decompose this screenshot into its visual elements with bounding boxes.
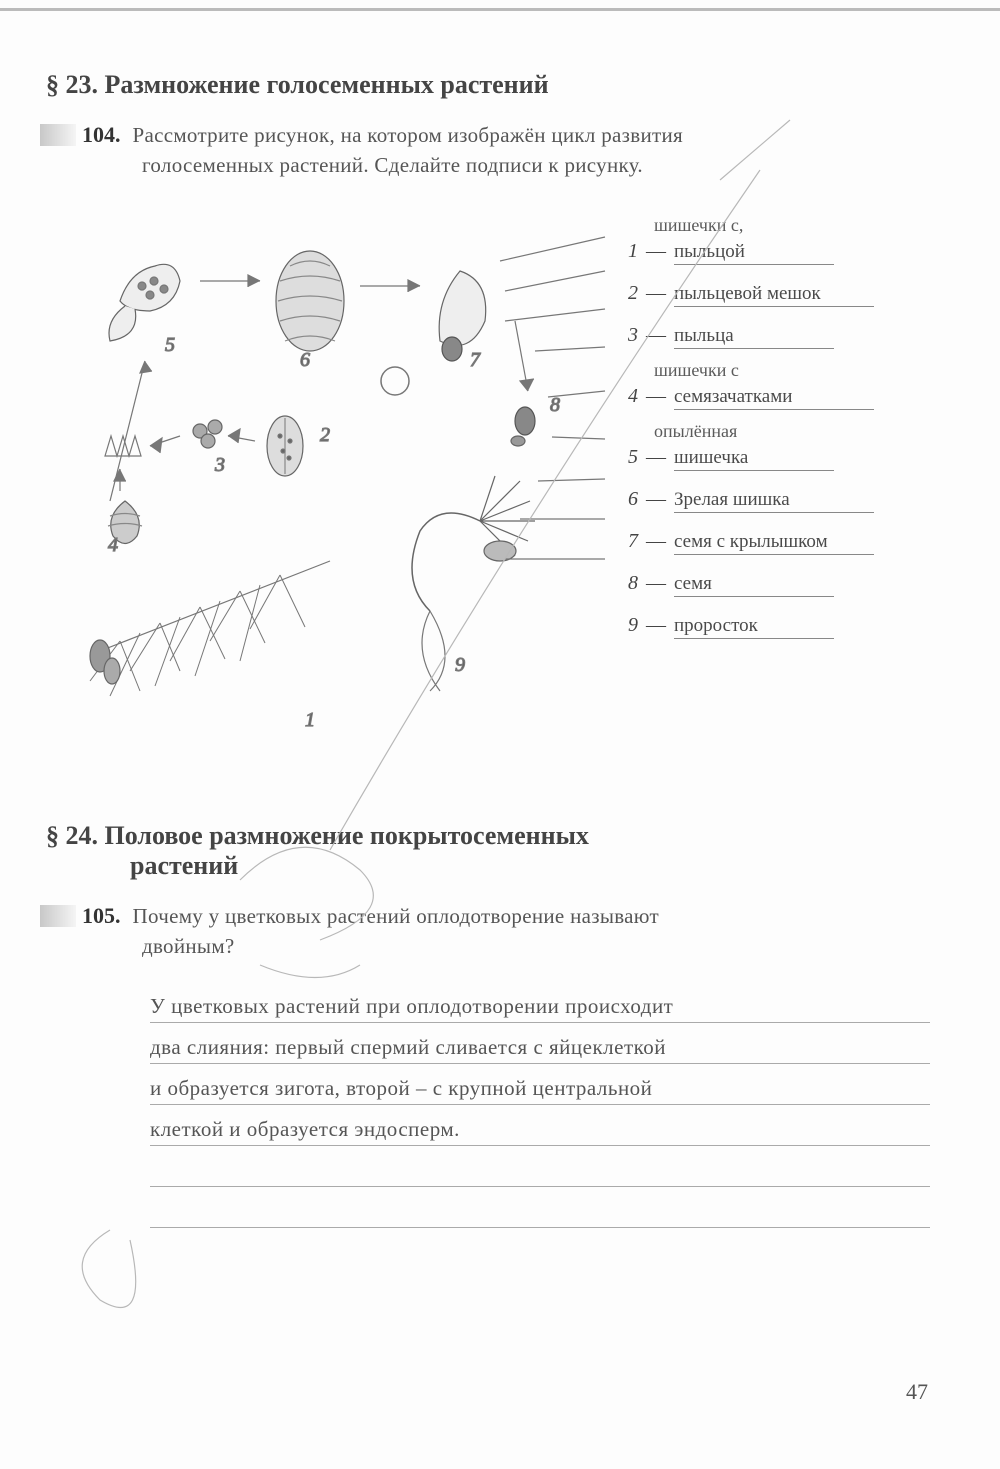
legend-answer-5: шишечка	[674, 447, 834, 471]
answer-line	[150, 1146, 930, 1187]
legend-answer-6: Зрелая шишка	[674, 489, 874, 513]
svg-text:4: 4	[108, 534, 118, 556]
answer-text-2: два слияния: первый спермий сливается с …	[150, 1035, 666, 1063]
answer-text-1: У цветковых растений при оплодотворении …	[150, 994, 673, 1022]
task-104-line1: Рассмотрите рисунок, на котором изображё…	[133, 123, 684, 147]
task-104-text: Рассмотрите рисунок, на котором изображё…	[82, 123, 683, 181]
top-border	[0, 8, 1000, 11]
section-24-title: § 24. Половое размножение покрытосеменны…	[46, 821, 940, 881]
svg-text:9: 9	[455, 654, 465, 676]
task-marker	[40, 905, 76, 927]
legend-row-5: 5 — шишечка	[610, 446, 940, 480]
section-23-title: § 23. Размножение голосеменных растений	[46, 70, 940, 100]
legend-answer-3: пыльца	[674, 325, 834, 349]
svg-text:2: 2	[320, 424, 330, 446]
answer-text-4: клеткой и образуется эндосперм.	[150, 1117, 460, 1145]
section-24-title-a: § 24. Половое размножение покрытосеменны…	[46, 821, 589, 850]
legend-num: 6	[610, 488, 638, 511]
legend-num: 3	[610, 324, 638, 347]
answer-line: У цветковых растений при оплодотворении …	[150, 982, 930, 1023]
section-24-title-b: растений	[130, 851, 238, 880]
legend-num: 7	[610, 530, 638, 553]
legend-num: 2	[610, 282, 638, 305]
answer-line	[150, 1187, 930, 1228]
legend-row-2: 2 — пыльцевой мешок	[610, 282, 940, 316]
svg-text:5: 5	[165, 334, 175, 356]
legend-row-8: 8 — семя	[610, 572, 940, 606]
legend-num: 5	[610, 446, 638, 469]
legend-answer-9: проросток	[674, 615, 834, 639]
dash-icon: —	[646, 282, 666, 305]
answer-line: клеткой и образуется эндосперм.	[150, 1105, 930, 1146]
svg-text:8: 8	[550, 394, 560, 416]
svg-text:6: 6	[300, 349, 310, 371]
dash-icon: —	[646, 324, 666, 347]
task-104-number: 104.	[82, 122, 121, 147]
legend-num: 8	[610, 572, 638, 595]
task-105-number: 105.	[82, 903, 121, 928]
svg-text:3: 3	[214, 454, 225, 476]
dash-icon: —	[646, 530, 666, 553]
dash-icon: —	[646, 572, 666, 595]
legend-answer-1: пыльцой	[674, 241, 834, 265]
task-104-line2: голосеменных растений. Сделайте подписи …	[142, 150, 683, 180]
legend-row-4: 4 — семязачатками	[610, 385, 940, 419]
page-number: 47	[906, 1379, 928, 1405]
workbook-page: § 23. Размножение голосеменных растений …	[0, 0, 1000, 1469]
task-105-text: Почему у цветковых растений оплодотворен…	[82, 904, 659, 962]
legend-row-1: 1 — пыльцой	[610, 240, 940, 274]
task-105-line1: Почему у цветковых растений оплодотворен…	[133, 904, 660, 928]
legend-answer-2: пыльцевой мешок	[674, 283, 874, 307]
task-104: 104. Рассмотрите рисунок, на котором изо…	[40, 120, 940, 181]
answer-line: два слияния: первый спермий сливается с …	[150, 1023, 930, 1064]
legend-num: 9	[610, 614, 638, 637]
legend-1-extra: шишечки с,	[654, 215, 940, 236]
legend-row-3: 3 — пыльца	[610, 324, 940, 358]
legend-answer-8: семя	[674, 573, 834, 597]
legend-num: 4	[610, 385, 638, 408]
legend-row-6: 6 — Зрелая шишка	[610, 488, 940, 522]
task-105-answer: У цветковых растений при оплодотворении …	[150, 982, 930, 1228]
gymnosperm-cycle-diagram: 1 5 6	[50, 191, 950, 811]
svg-text:7: 7	[470, 349, 481, 371]
dash-icon: —	[646, 614, 666, 637]
dash-icon: —	[646, 446, 666, 469]
legend-4-extra: шишечки с	[654, 360, 940, 381]
dash-icon: —	[646, 240, 666, 263]
answer-text-3: и образуется зигота, второй – с крупной …	[150, 1076, 652, 1104]
dash-icon: —	[646, 385, 666, 408]
task-marker	[40, 124, 76, 146]
task-105-line2: двойным?	[142, 931, 659, 961]
legend-row-9: 9 — проросток	[610, 614, 940, 648]
label-1: 1	[305, 709, 315, 731]
legend-answer-4: семязачатками	[674, 386, 874, 410]
dash-icon: —	[646, 488, 666, 511]
legend-answer-7: семя с крылышком	[674, 531, 874, 555]
legend-5-extra: опылённая	[654, 421, 940, 442]
legend-num: 1	[610, 240, 638, 263]
diagram-legend: шишечки с, 1 — пыльцой 2 — пыльцевой меш…	[610, 221, 940, 656]
task-105: 105. Почему у цветковых растений оплодот…	[40, 901, 940, 962]
answer-line: и образуется зигота, второй – с крупной …	[150, 1064, 930, 1105]
legend-row-7: 7 — семя с крылышком	[610, 530, 940, 564]
